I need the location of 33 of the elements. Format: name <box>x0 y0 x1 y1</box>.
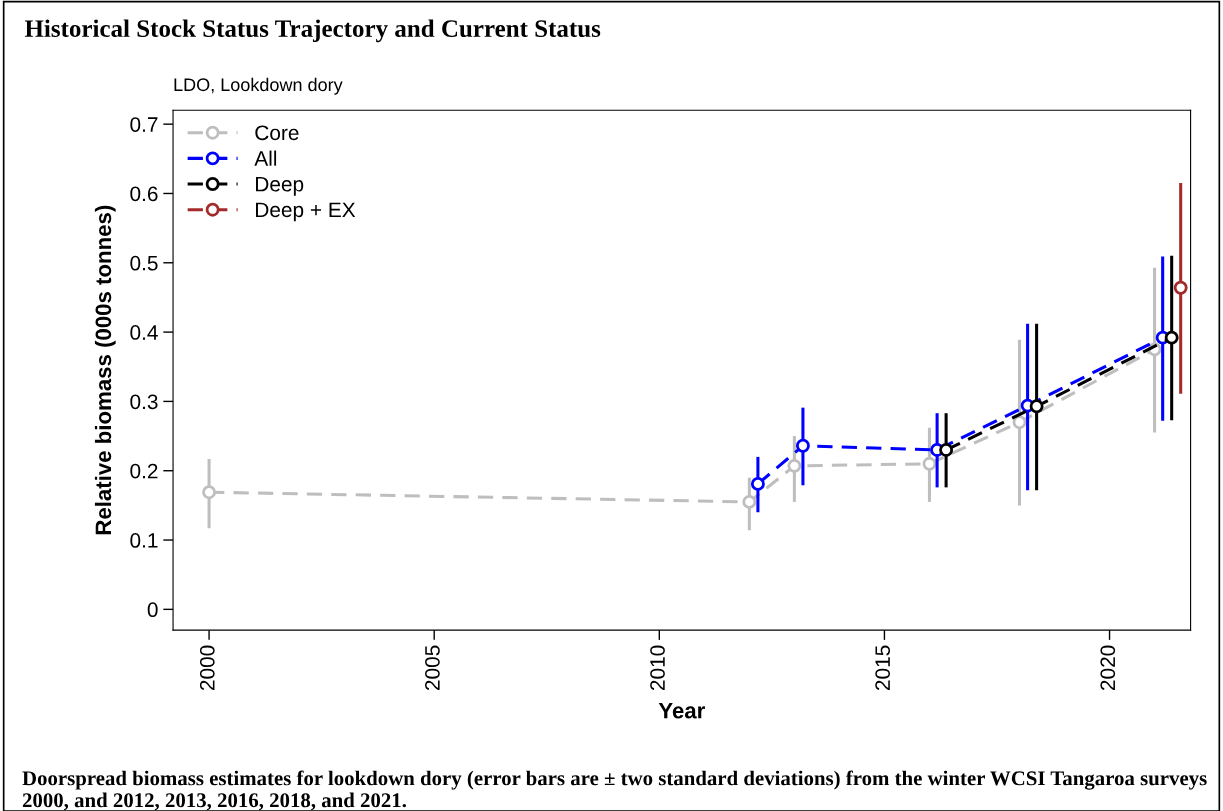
x-tick-label: 2000 <box>199 645 215 691</box>
x-tick-label: 2005 <box>425 645 440 691</box>
y-tick-label: 0.7 <box>130 117 158 132</box>
point <box>1164 330 1179 345</box>
point <box>1012 415 1027 430</box>
y-tick-label: 0.4 <box>130 325 158 340</box>
y-tick-label: 0.5 <box>130 255 158 271</box>
x-tick-label: 2010 <box>650 645 665 691</box>
point <box>939 442 954 457</box>
legend-label: Deep + EX <box>256 202 356 222</box>
x-axis-title: Year <box>658 703 705 719</box>
text: Doorspread biomass estimates for lookdown dory (error bars are ± two standard deviations) from the winter WCSI Tangaroa surveys 2000, and 2012, 2013, 2016, 2018, and 2021. <box>22 770 1207 811</box>
legend-label: All <box>254 150 277 166</box>
y-tick-label: 0.6 <box>130 186 158 202</box>
point <box>922 456 937 471</box>
point <box>1173 280 1188 295</box>
y-tick-label: 0.2 <box>130 463 158 479</box>
y-tick-label: 0.1 <box>130 533 158 548</box>
y-axis-title: Relative biomass (000s tonnes) <box>94 205 116 535</box>
chart-title: Historical Stock Status Trajectory and Current Status <box>24 19 601 43</box>
y-tick-label: 0 <box>147 602 158 618</box>
point <box>795 438 810 453</box>
y-tick-label: 0.3 <box>130 394 158 410</box>
x-tick-label: 2020 <box>1100 645 1116 691</box>
legend-label: Core <box>255 125 299 141</box>
x-tick-label: 2015 <box>875 645 891 691</box>
point <box>750 476 765 491</box>
point <box>1029 399 1044 414</box>
chart-subtitle: LDO, Lookdown dory <box>174 77 343 95</box>
point <box>202 485 217 500</box>
legend-label: Deep <box>256 176 304 196</box>
point <box>787 458 802 473</box>
point <box>742 494 757 509</box>
